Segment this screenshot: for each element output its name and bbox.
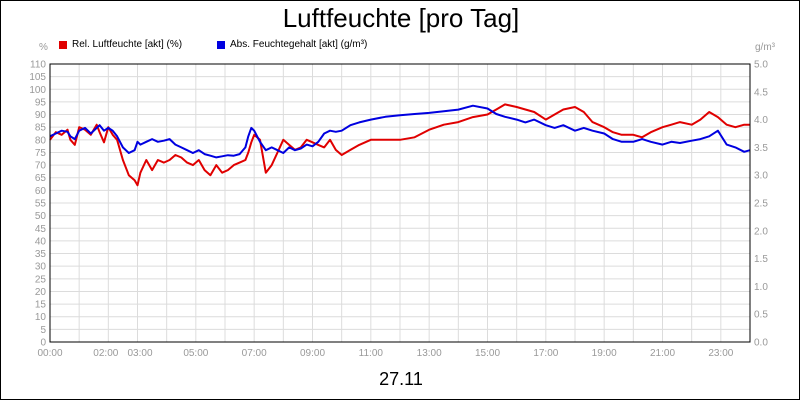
y-left-tick-label: 70 xyxy=(35,161,47,172)
y-left-tick-label: 95 xyxy=(35,97,47,108)
y-left-tick-label: 10 xyxy=(35,312,47,323)
chart-title: Luftfeuchte [pro Tag] xyxy=(282,3,520,33)
y-left-tick-label: 35 xyxy=(35,249,47,260)
y-left-tick-label: 45 xyxy=(35,224,47,235)
y-right-tick-label: 0.0 xyxy=(754,338,768,349)
y-right-tick-label: 5.0 xyxy=(754,60,768,71)
y-left-tick-label: 85 xyxy=(35,123,47,134)
y-left-tick-label: 0 xyxy=(40,338,46,349)
x-tick-label: 19:00 xyxy=(592,348,617,359)
y-right-tick-label: 0.5 xyxy=(754,310,768,321)
series-line-abs-humidity xyxy=(49,104,751,159)
y-left-tick-label: 105 xyxy=(29,72,46,83)
y-right-tick-label: 1.5 xyxy=(754,254,768,265)
y-right-tick-label: 4.0 xyxy=(754,115,768,126)
x-tick-label: 07:00 xyxy=(242,348,267,359)
legend-item-rel-humidity: Rel. Luftfeuchte [akt] (%) xyxy=(59,39,182,50)
y-left-unit: % xyxy=(39,42,48,53)
x-tick-label: 11:00 xyxy=(359,348,384,359)
x-tick-label: 23:00 xyxy=(708,348,733,359)
y-right-tick-label: 2.5 xyxy=(754,199,768,210)
x-tick-label: 05:00 xyxy=(183,348,208,359)
y-left-tick-label: 55 xyxy=(35,199,47,210)
date-label: 27.11 xyxy=(379,369,423,389)
x-tick-label: 09:00 xyxy=(300,348,325,359)
y-left-tick-label: 65 xyxy=(35,173,47,184)
y-right-tick-label: 3.5 xyxy=(754,143,768,154)
x-tick-label: 15:00 xyxy=(475,348,500,359)
y-right-tick-label: 2.0 xyxy=(754,226,768,237)
y-left-tick-label: 50 xyxy=(35,211,47,222)
y-left-tick-label: 40 xyxy=(35,236,47,247)
x-tick-label: 00:00 xyxy=(37,348,62,359)
y-left-tick-label: 80 xyxy=(35,135,47,146)
legend-label-rel-humidity: Rel. Luftfeuchte [akt] (%) xyxy=(72,39,183,50)
y-right-tick-label: 3.0 xyxy=(754,171,768,182)
y-right-unit: g/m³ xyxy=(755,42,775,53)
plot-border xyxy=(49,63,751,343)
y-left-tick-label: 110 xyxy=(30,60,46,71)
y-left-tick-label: 20 xyxy=(35,287,47,298)
legend-swatch-red xyxy=(59,40,67,49)
legend-item-abs-humidity: Abs. Feuchtegehalt [akt] (g/m³) xyxy=(217,39,367,50)
y-left-tick-label: 60 xyxy=(35,186,47,197)
legend-label-abs-humidity: Abs. Feuchtegehalt [akt] (g/m³) xyxy=(230,39,368,50)
y-left-tick-label: 100 xyxy=(29,85,46,96)
x-tick-label: 13:00 xyxy=(417,348,442,359)
x-tick-label: 03:00 xyxy=(128,348,153,359)
x-tick-label: 02:00 xyxy=(93,348,118,359)
x-tick-label: 17:00 xyxy=(533,348,558,359)
legend-swatch-blue xyxy=(217,40,225,49)
y-left-tick-label: 90 xyxy=(35,110,47,121)
y-right-tick-label: 4.5 xyxy=(754,87,768,98)
y-left-tick-label: 15 xyxy=(35,300,47,311)
y-left-tick-label: 5 xyxy=(40,325,46,336)
y-left-tick-label: 30 xyxy=(35,262,47,273)
y-left-tick-label: 25 xyxy=(35,274,47,285)
x-tick-label: 21:00 xyxy=(650,348,675,359)
y-left-tick-label: 75 xyxy=(35,148,47,159)
y-right-tick-label: 1.0 xyxy=(754,282,768,293)
